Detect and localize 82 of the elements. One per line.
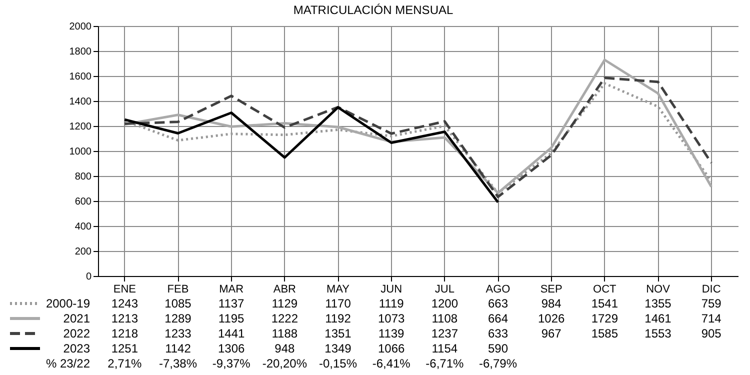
- x-tick-label: JUN: [380, 284, 402, 296]
- data-label: 1585: [591, 326, 618, 340]
- data-label: 984: [541, 296, 562, 310]
- data-label: 590: [488, 342, 508, 356]
- y-tick-label: 600: [74, 196, 92, 208]
- x-tick-label: SEP: [540, 284, 562, 296]
- y-tick-label: 1200: [69, 122, 92, 132]
- legend-label: 2023: [63, 342, 90, 356]
- y-tick-label: 1400: [69, 96, 92, 108]
- data-label: 1192: [325, 312, 352, 326]
- data-label: 1137: [218, 296, 245, 310]
- y-tick-label: 1800: [69, 46, 92, 58]
- data-label: 1085: [164, 296, 192, 310]
- data-label: 905: [701, 326, 722, 340]
- legend-label: 2000-19: [46, 296, 90, 310]
- text: -9,37%: [212, 356, 251, 370]
- y-tick-label: 400: [74, 222, 92, 232]
- data-label: 1218: [111, 326, 138, 340]
- data-label: 663: [488, 296, 508, 310]
- data-label: 1729: [591, 312, 618, 326]
- data-label: 1200: [431, 296, 458, 310]
- data-label: 1351: [324, 326, 352, 340]
- data-label: 1170: [325, 296, 352, 310]
- data-label: 1108: [432, 312, 458, 326]
- y-tick-label: 200: [74, 246, 92, 258]
- data-label: 1441: [218, 326, 246, 340]
- text: -0,15%: [318, 356, 358, 370]
- x-tick-label: DIC: [702, 284, 721, 296]
- x-tick-label: NOV: [646, 284, 671, 296]
- data-label: 1213: [111, 312, 138, 326]
- y-tick-label: 800: [74, 172, 92, 182]
- data-label: 1349: [324, 342, 352, 356]
- data-label: 1355: [644, 296, 672, 310]
- data-label: 1139: [378, 326, 405, 340]
- data-label: 1195: [218, 312, 245, 326]
- x-tick-label: ABR: [273, 284, 296, 296]
- data-label: 1251: [111, 342, 138, 356]
- data-label: 1142: [165, 342, 192, 356]
- text: 2,71%: [108, 356, 142, 370]
- x-tick-label: MAY: [326, 284, 350, 296]
- text: % 23/22: [46, 356, 90, 370]
- data-label: 1541: [591, 296, 618, 310]
- text: -6,71%: [426, 356, 464, 370]
- x-tick-label: ENE: [113, 284, 136, 296]
- text: -7,38%: [158, 356, 198, 370]
- y-tick-label: 0: [86, 272, 92, 282]
- data-label: 1306: [218, 342, 246, 356]
- x-tick-label: MAR: [219, 284, 244, 296]
- text: -6,41%: [372, 356, 411, 370]
- data-label: 1154: [432, 342, 458, 356]
- text: -20,20%: [262, 356, 308, 370]
- data-label: 664: [488, 312, 508, 326]
- legend-label: 2022: [63, 326, 90, 340]
- chart-title: MATRICULACIÓN MENSUAL: [293, 3, 454, 17]
- text: -6,79%: [478, 356, 518, 370]
- data-label: 1222: [271, 312, 298, 326]
- data-label: 1129: [272, 296, 298, 310]
- data-label: 1237: [431, 326, 458, 340]
- x-tick-label: AGO: [486, 284, 511, 296]
- y-tick-label: 1600: [69, 72, 92, 82]
- data-label: 1289: [164, 312, 192, 326]
- legend-label: 2021: [63, 312, 90, 326]
- data-label: 967: [541, 326, 562, 340]
- data-label: 1243: [111, 296, 138, 310]
- data-label: 759: [701, 296, 722, 310]
- x-tick-label: FEB: [167, 284, 189, 296]
- data-label: 633: [488, 326, 508, 340]
- data-label: 1026: [538, 312, 566, 326]
- data-label: 1119: [378, 296, 404, 310]
- data-label: 1553: [644, 326, 672, 340]
- data-label: 1188: [272, 326, 298, 340]
- data-label: 1233: [164, 326, 192, 340]
- y-tick-label: 2000: [69, 22, 92, 32]
- x-tick-label: JUL: [434, 284, 454, 296]
- y-tick-label: 1000: [69, 146, 92, 158]
- data-label: 1066: [378, 342, 406, 356]
- x-tick-label: OCT: [593, 284, 617, 296]
- data-label: 1461: [644, 312, 672, 326]
- line-series: [123, 106, 500, 204]
- data-label: 948: [274, 342, 295, 356]
- data-label: 1073: [378, 312, 406, 326]
- data-label: 714: [701, 312, 722, 326]
